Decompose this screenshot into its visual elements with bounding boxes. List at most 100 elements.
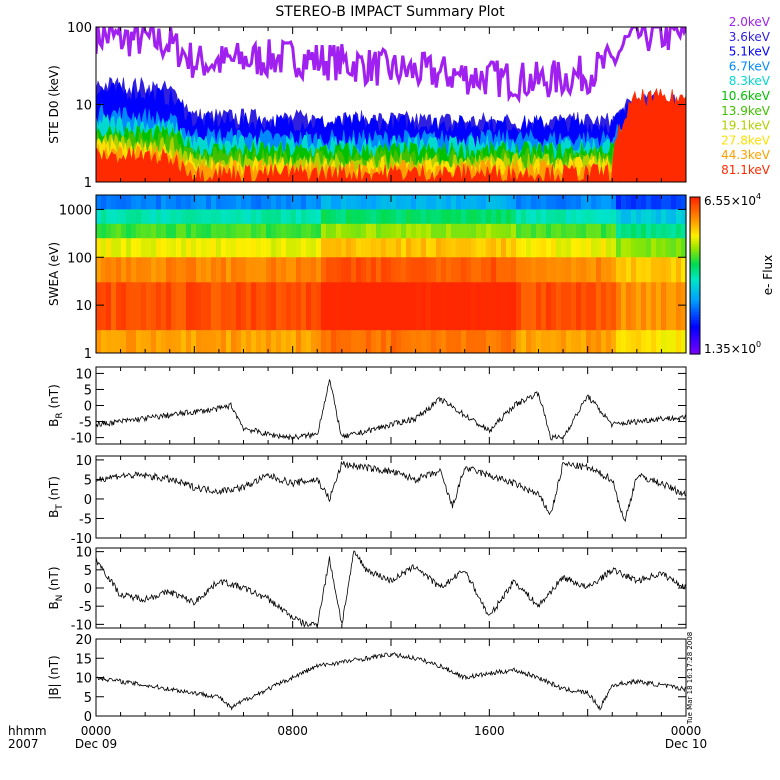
- heatmap-cell: [181, 238, 187, 258]
- heatmap-cell: [111, 257, 117, 283]
- colorbar-cell: [690, 335, 700, 339]
- heatmap-cell: [426, 238, 432, 258]
- heatmap-cell: [496, 257, 502, 283]
- heatmap-cell: [446, 330, 452, 354]
- heatmap-cell: [206, 209, 212, 225]
- heatmap-cell: [261, 238, 267, 258]
- heatmap-cell: [291, 282, 297, 331]
- colorbar-cell: [690, 325, 700, 329]
- heatmap-cell: [431, 282, 437, 331]
- heatmap-cell: [396, 195, 402, 210]
- heatmap-cell: [126, 257, 132, 283]
- heatmap-cell: [561, 238, 567, 258]
- heatmap-cell: [116, 209, 122, 225]
- heatmap-cell: [471, 257, 477, 283]
- heatmap-cell: [311, 223, 317, 239]
- heatmap-cell: [416, 282, 422, 331]
- heatmap-cell: [411, 209, 417, 225]
- heatmap-cell: [226, 330, 232, 354]
- heatmap-cell: [581, 257, 587, 283]
- heatmap-cell: [496, 330, 502, 354]
- colorbar-cell: [690, 244, 700, 248]
- colorbar-cell: [690, 293, 700, 298]
- heatmap-cell: [156, 330, 162, 354]
- heatmap-cell: [646, 282, 652, 331]
- colorbar-cell: [690, 285, 700, 290]
- heatmap-cell: [226, 238, 232, 258]
- heatmap-cell: [221, 282, 227, 331]
- heatmap-cell: [516, 238, 522, 258]
- heatmap-cell: [271, 330, 277, 354]
- colorbar-cell: [690, 259, 700, 264]
- series-area-81.1keV: [96, 87, 686, 182]
- heatmap-cell: [591, 223, 597, 239]
- heatmap-cell: [141, 238, 147, 258]
- y-tick-label: 0: [84, 582, 92, 597]
- heatmap-cell: [446, 282, 452, 331]
- colorbar-cell: [690, 220, 700, 224]
- heatmap-cell: [106, 223, 112, 239]
- heatmap-cell: [126, 223, 132, 239]
- heatmap-cell: [191, 238, 197, 258]
- heatmap-cell: [336, 209, 342, 225]
- heatmap-cell: [101, 195, 107, 210]
- heatmap-cell: [316, 195, 322, 210]
- heatmap-cell: [226, 257, 232, 283]
- heatmap-cell: [371, 330, 377, 354]
- heatmap-cell: [226, 195, 232, 210]
- heatmap-cell: [261, 282, 267, 331]
- bt-panel: -10 -5 0 5 10 BT (nT): [47, 454, 687, 547]
- heatmap-cell: [556, 195, 562, 210]
- heatmap-cell: [466, 330, 472, 354]
- heatmap-cell: [436, 195, 442, 210]
- colorbar-cell: [690, 330, 700, 334]
- colorbar-cell: [690, 322, 700, 326]
- heatmap-cell: [186, 209, 192, 225]
- heatmap-cell: [371, 209, 377, 225]
- heatmap-cell: [96, 223, 102, 239]
- heatmap-cell: [366, 238, 372, 258]
- heatmap-cell: [101, 223, 107, 239]
- heatmap-cell: [336, 195, 342, 210]
- heatmap-cell: [306, 223, 312, 239]
- heatmap-cell: [616, 257, 622, 283]
- heatmap-cell: [446, 257, 452, 283]
- heatmap-cell: [171, 209, 177, 225]
- legend-entry: 3.6keV: [729, 30, 771, 44]
- heatmap-cell: [591, 330, 597, 354]
- heatmap-cell: [681, 238, 687, 258]
- ste-panel: 1 10 100 STE D0 (keV): [47, 21, 687, 191]
- heatmap-cell: [151, 195, 157, 210]
- heatmap-cell: [141, 282, 147, 331]
- heatmap-cell: [291, 257, 297, 283]
- heatmap-cell: [491, 238, 497, 258]
- heatmap-cell: [241, 209, 247, 225]
- heatmap-cell: [416, 223, 422, 239]
- heatmap-cell: [266, 195, 272, 210]
- heatmap-cell: [391, 223, 397, 239]
- heatmap-cell: [451, 330, 457, 354]
- heatmap-cell: [251, 282, 257, 331]
- heatmap-cell: [346, 209, 352, 225]
- heatmap-cell: [236, 195, 242, 210]
- y-tick-label: 100: [67, 21, 92, 36]
- heatmap-cell: [356, 282, 362, 331]
- heatmap-cell: [576, 330, 582, 354]
- heatmap-cell: [571, 257, 577, 283]
- ste-legend: 2.0keV3.6keV5.1keV6.7keV8.3keV10.6keV13.…: [721, 15, 771, 177]
- heatmap-cell: [421, 195, 427, 210]
- heatmap-cell: [436, 330, 442, 354]
- heatmap-cell: [561, 195, 567, 210]
- heatmap-cell: [236, 238, 242, 258]
- heatmap-cell: [296, 238, 302, 258]
- heatmap-cell: [276, 282, 282, 331]
- heatmap-cell: [626, 209, 632, 225]
- heatmap-cell: [356, 195, 362, 210]
- heatmap-cell: [656, 238, 662, 258]
- heatmap-cell: [391, 238, 397, 258]
- colorbar-cell: [690, 238, 700, 243]
- heatmap-cell: [591, 282, 597, 331]
- heatmap-cell: [121, 238, 127, 258]
- heatmap-cell: [581, 282, 587, 331]
- heatmap-cell: [606, 282, 612, 331]
